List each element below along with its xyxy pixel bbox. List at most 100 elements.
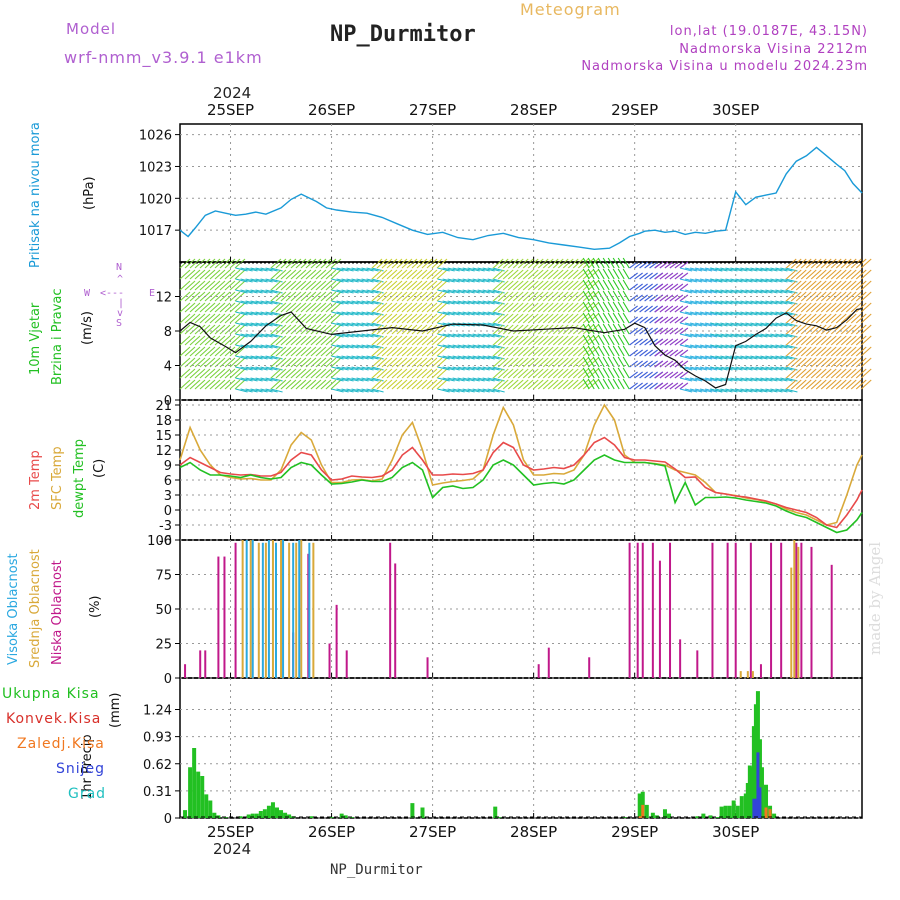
wind-barb	[462, 333, 475, 338]
xtick-label-top: 27SEP	[409, 101, 456, 119]
wind-barb	[487, 344, 500, 349]
wind-barb	[740, 289, 753, 294]
wind-barb	[679, 371, 689, 379]
wind-barb	[235, 366, 248, 371]
wind-barb	[689, 344, 703, 349]
wind-barb	[684, 322, 698, 327]
wind-barb	[391, 302, 403, 313]
wind-barb	[790, 269, 802, 280]
wind-barb	[639, 272, 648, 280]
wind-barb	[265, 366, 278, 371]
wind-barb	[331, 344, 344, 349]
wind-barb	[617, 378, 625, 390]
wind-barb	[765, 267, 778, 272]
wind-barb	[265, 289, 278, 294]
wind-barb	[381, 346, 393, 357]
cloud-bar-1	[797, 546, 800, 678]
wind-barb	[497, 313, 509, 324]
wind-barb	[310, 324, 322, 335]
compass-down: v	[117, 308, 124, 319]
wind-barb	[275, 291, 287, 302]
wind-barb	[805, 302, 817, 313]
wind-barb	[855, 379, 867, 390]
wind-barb	[527, 346, 539, 357]
wind-barb	[634, 338, 643, 346]
wind-barb	[699, 388, 713, 393]
wind-barb	[735, 355, 748, 360]
wind-barb	[629, 371, 638, 379]
wind-barb	[204, 302, 216, 313]
wind-barb	[270, 335, 282, 346]
precip-bar-0	[719, 806, 724, 818]
precip-bar-0	[250, 813, 255, 818]
wind-barb	[704, 333, 718, 338]
wind-barb	[396, 346, 408, 357]
ytick-label: 9	[164, 459, 172, 474]
wind-barb	[715, 289, 728, 294]
wind-barb	[356, 377, 369, 382]
cloud-bar-0	[389, 542, 392, 678]
wind-barb	[542, 280, 554, 291]
wind-barb	[725, 267, 738, 272]
wind-barb	[765, 366, 778, 371]
wind-barb	[361, 388, 374, 393]
wind-barb	[356, 289, 369, 294]
wind-barb	[341, 333, 354, 338]
wind-barb	[356, 388, 369, 393]
cloud-bar-1	[288, 542, 291, 678]
wind-barb	[825, 379, 837, 390]
wind-barb	[730, 344, 743, 349]
wind-barb	[542, 313, 554, 324]
wind-barb	[224, 368, 236, 379]
wind-barb	[366, 278, 379, 283]
wind-barb	[240, 388, 253, 393]
wind-barb	[426, 368, 438, 379]
wind-barb	[795, 324, 807, 335]
wind-barb	[179, 335, 191, 346]
wind-barb	[275, 335, 287, 346]
wind-barb	[361, 355, 374, 360]
wind-barb	[224, 269, 236, 280]
wind-barb	[810, 313, 822, 324]
wind-barb	[840, 379, 852, 390]
precip-bar-0	[262, 809, 267, 818]
wind-barb	[235, 300, 248, 305]
wind-barb	[634, 283, 643, 291]
wind-barb	[447, 311, 460, 316]
wind-barb	[669, 338, 679, 346]
elevation-info: Nadmorska Visina 2212m	[679, 42, 868, 57]
wind-barb	[845, 335, 857, 346]
precip-bar-0	[667, 813, 672, 818]
wind-barb	[644, 305, 653, 313]
wind-barb	[679, 311, 693, 316]
wind-barb	[715, 366, 728, 371]
wind-barb	[411, 269, 423, 280]
wind-barb	[639, 283, 648, 291]
wind-barb	[587, 313, 599, 324]
precip-bar-0	[772, 813, 777, 818]
wind-barb	[740, 388, 753, 393]
wind-barb	[346, 278, 359, 283]
wind-barb	[224, 280, 236, 291]
wind-barb	[336, 278, 349, 283]
wind-barb	[795, 280, 807, 291]
wind-barb	[715, 333, 728, 338]
wind-barb	[517, 269, 529, 280]
wind-barb	[431, 280, 443, 291]
wind-barb	[830, 368, 842, 379]
wind-barb	[437, 333, 450, 338]
wind-barb	[679, 278, 693, 283]
wind-barb	[592, 334, 600, 346]
wind-barb	[775, 377, 788, 382]
wind-barb	[331, 278, 344, 283]
wind-barb	[805, 280, 817, 291]
xtick-label-bottom: 28SEP	[510, 823, 557, 841]
wind-barb	[567, 302, 579, 313]
wind-barb	[860, 280, 872, 291]
wind-barb	[860, 346, 872, 357]
wind-barb	[376, 324, 388, 335]
wind-barb	[502, 335, 514, 346]
wind-barb	[295, 269, 307, 280]
wind-barb	[467, 311, 480, 316]
wind-barb	[411, 313, 423, 324]
